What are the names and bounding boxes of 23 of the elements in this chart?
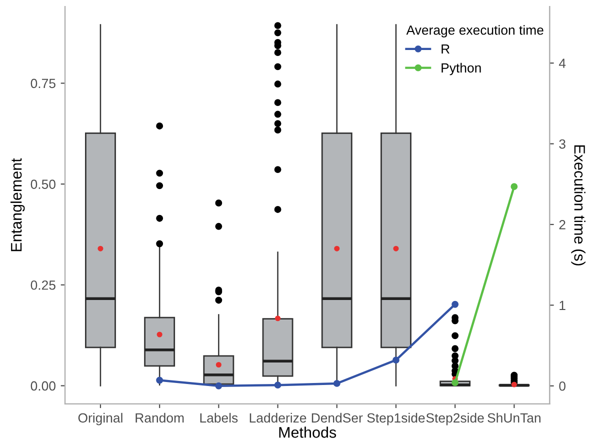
y2-axis-title: Execution time (s) bbox=[571, 145, 586, 266]
y2-tick-label: 2 bbox=[559, 220, 566, 230]
y-tick-label: 0.75 bbox=[30, 78, 56, 88]
y-tick-label: 0.50 bbox=[30, 180, 56, 189]
legend-label: Python bbox=[442, 62, 481, 76]
x-tick-label: ShUnTan bbox=[488, 412, 540, 423]
y2-tick-label: 1 bbox=[560, 300, 566, 310]
y2-tick-label: 4 bbox=[558, 58, 566, 68]
x-tick-label: Labels bbox=[200, 412, 238, 423]
x-tick-label: Step2side bbox=[426, 412, 484, 426]
x-tick-label: Ladderize bbox=[250, 412, 306, 423]
x-tick-label: Random bbox=[136, 412, 184, 423]
x-tick-label: Original bbox=[78, 412, 122, 426]
y-axis-title: Entanglement bbox=[10, 158, 25, 252]
y-tick-label: 0.25 bbox=[30, 280, 56, 290]
y2-tick-label: 0 bbox=[559, 381, 566, 391]
legend-title: Average execution time bbox=[406, 25, 544, 38]
legend-label: R bbox=[442, 44, 450, 54]
y-tick-label: 0.00 bbox=[30, 381, 56, 391]
y2-tick-label: 3 bbox=[559, 139, 566, 149]
x-tick-label: DendSer bbox=[312, 412, 363, 423]
x-axis-title: Methods bbox=[279, 426, 336, 438]
x-tick-label: Step1side bbox=[367, 412, 425, 426]
